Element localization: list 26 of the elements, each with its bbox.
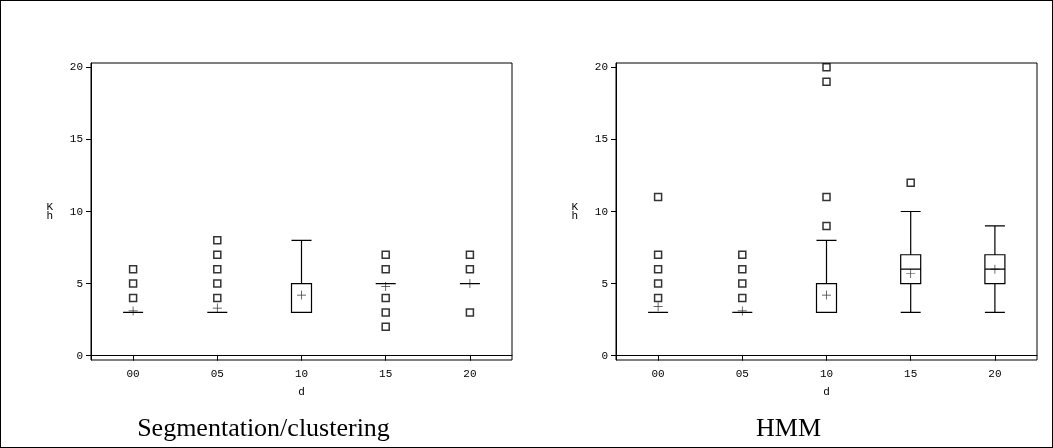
y-tick-label: 20 — [69, 61, 83, 74]
text: HMM — [755, 412, 822, 442]
y-tick-label: 0 — [76, 349, 83, 362]
y-tick-label: 5 — [601, 277, 608, 290]
x-axis-title: d — [823, 385, 830, 398]
x-tick-label: 10 — [294, 367, 309, 380]
x-tick-label: 20 — [988, 367, 1002, 380]
y-tick-label: 20 — [594, 61, 608, 74]
y-tick-label: 0 — [601, 349, 608, 362]
y-tick-label: 10 — [594, 205, 608, 218]
y-tick-label: 10 — [69, 205, 83, 218]
x-tick-label: 15 — [379, 367, 393, 380]
x-tick-label: 00 — [651, 367, 665, 380]
x-tick-label: 05 — [210, 367, 224, 380]
x-axis-title: d — [298, 385, 305, 398]
x-tick-label: 10 — [819, 367, 834, 380]
x-tick-label: 05 — [735, 367, 749, 380]
y-axis-title: Kh — [571, 201, 579, 222]
y-tick-label: 5 — [76, 277, 83, 290]
x-tick-label: 20 — [463, 367, 477, 380]
y-tick-label: 15 — [594, 133, 608, 146]
y-axis-title: Kh — [46, 201, 54, 222]
x-tick-label: 15 — [904, 367, 918, 380]
text: Segmentation/clustering — [137, 412, 390, 442]
x-tick-label: 00 — [126, 367, 140, 380]
y-tick-label: 15 — [69, 133, 83, 146]
